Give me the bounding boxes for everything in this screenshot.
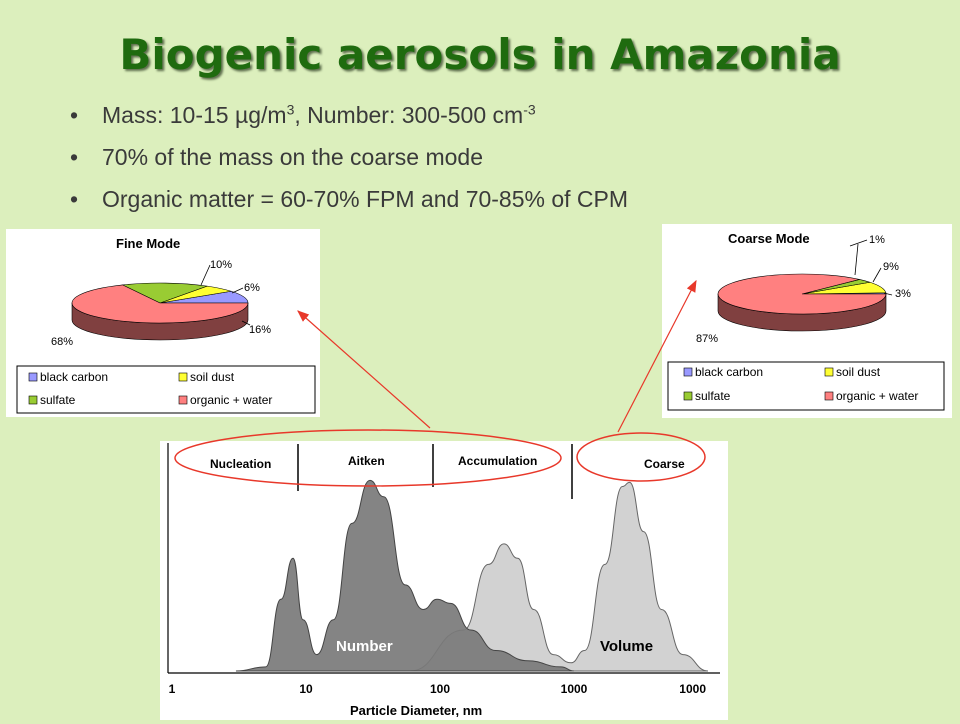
x-tick-label: 10: [299, 682, 313, 696]
coarse-mode-chart: Coarse Mode 1% 9% 3% 87% black carbon so…: [662, 224, 952, 418]
x-tick-label: 1000: [561, 682, 588, 696]
legend-swatch: [28, 372, 38, 382]
slide-title: Biogenic aerosols in Amazonia: [119, 30, 841, 79]
legend-swatch: [683, 367, 693, 377]
legend-label: black carbon: [695, 365, 763, 379]
legend-swatch: [824, 367, 834, 377]
pie-value-label: 68%: [51, 336, 73, 348]
mode-label-nucleation: Nucleation: [210, 457, 271, 471]
x-tick-label: 100: [430, 682, 450, 696]
legend-swatch: [683, 391, 693, 401]
bullet-text: g/m: [248, 102, 287, 128]
legend-label: organic + water: [836, 389, 918, 403]
bullet-text: , Number: 300-500 cm: [294, 102, 524, 128]
coarse-mode-pie-svg: Coarse Mode 1% 9% 3% 87% black carbon so…: [667, 231, 945, 411]
pie-value-label: 16%: [249, 324, 271, 336]
pie-value-label: 87%: [696, 333, 718, 345]
legend-label: organic + water: [190, 393, 272, 407]
pie-value-label: 9%: [883, 261, 899, 273]
bullet-text: Mass: 10-15: [102, 102, 235, 128]
volume-distribution-area: [410, 481, 709, 672]
size-distribution-svg: Nucleation Aitken Accumulation Coarse Nu…: [167, 443, 720, 718]
x-axis-ticks: 1 10 100 1000 1000: [169, 682, 707, 696]
x-axis-title: Particle Diameter, nm: [350, 703, 482, 718]
x-tick-label: 1000: [679, 682, 706, 696]
legend-swatch: [178, 395, 188, 405]
chart-title: Fine Mode: [116, 236, 180, 251]
legend-label: soil dust: [190, 370, 235, 384]
bullet-mass-number: Mass: 10-15 µg/m3, Number: 300-500 cm-3: [70, 94, 628, 136]
bullet-list: Mass: 10-15 µg/m3, Number: 300-500 cm-3 …: [70, 94, 628, 220]
micro-symbol: µ: [234, 102, 249, 128]
arrow-to-fine-mode: [297, 310, 431, 429]
pie-value-label: 10%: [210, 259, 232, 271]
pie-slice-organic-water: [71, 284, 249, 324]
pie-slice-organic-water: [717, 273, 887, 315]
legend-swatch: [824, 391, 834, 401]
size-distribution-chart: Nucleation Aitken Accumulation Coarse Nu…: [160, 441, 728, 720]
bullet-organic-matter: Organic matter = 60-70% FPM and 70-85% o…: [70, 178, 628, 220]
legend-label: sulfate: [40, 393, 76, 407]
fine-mode-chart: Fine Mode 10% 6% 16% 68% black carbon so…: [6, 229, 320, 417]
legend-swatch: [178, 372, 188, 382]
x-tick-label: 1: [169, 682, 176, 696]
chart-legend: black carbon soil dust sulfate organic +…: [16, 365, 316, 414]
legend-label: black carbon: [40, 370, 108, 384]
mode-label-accumulation: Accumulation: [458, 454, 537, 468]
pie-slices: [71, 282, 249, 341]
coarse-mode-ellipse: [576, 432, 706, 482]
series-label-volume: Volume: [600, 638, 653, 655]
legend-label: sulfate: [695, 389, 731, 403]
bullet-coarse-mass: 70% of the mass on the coarse mode: [70, 136, 628, 178]
pie-value-label: 6%: [244, 282, 260, 294]
legend-label: soil dust: [836, 365, 881, 379]
fine-mode-ellipse: [174, 429, 562, 487]
arrow-to-coarse-mode: [617, 279, 697, 433]
pie-slice-sulfate: [121, 282, 208, 304]
pie-slices: [717, 273, 887, 332]
series-label-number: Number: [336, 638, 393, 655]
mode-label-coarse: Coarse: [644, 457, 685, 471]
chart-legend: black carbon soil dust sulfate organic +…: [667, 361, 945, 411]
legend-swatch: [28, 395, 38, 405]
superscript: 3: [286, 101, 295, 118]
pie-value-label: 1%: [869, 234, 885, 246]
mode-label-aitken: Aitken: [348, 454, 385, 468]
chart-title: Coarse Mode: [728, 231, 810, 246]
fine-mode-pie-svg: Fine Mode 10% 6% 16% 68% black carbon so…: [16, 236, 316, 414]
superscript: -3: [523, 101, 536, 118]
pie-value-label: 3%: [895, 288, 911, 300]
number-distribution-area: [235, 479, 575, 672]
